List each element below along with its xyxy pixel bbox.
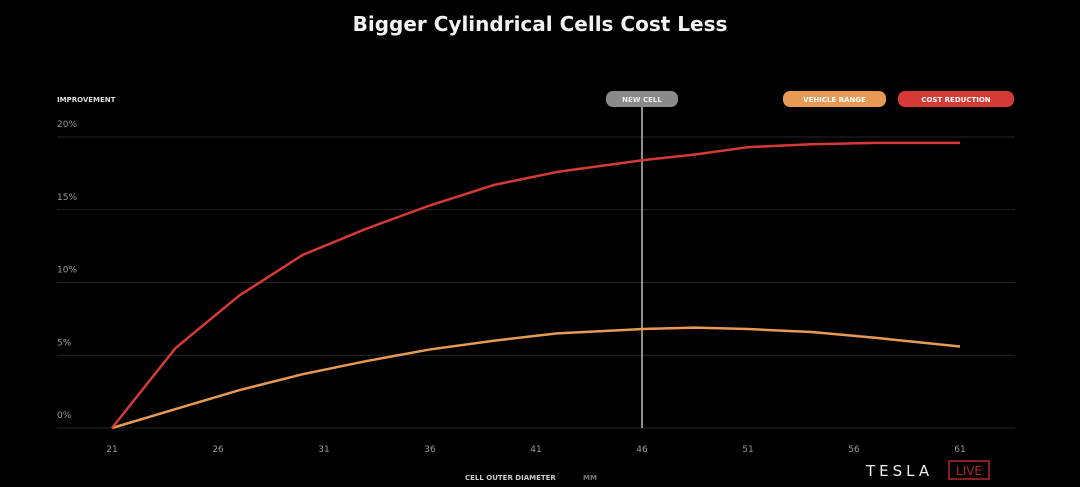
legend-label: VEHICLE RANGE bbox=[803, 96, 866, 104]
live-badge: LIVE bbox=[956, 464, 982, 478]
y-tick-label: 5% bbox=[57, 338, 72, 348]
x-tick-label: 21 bbox=[106, 445, 117, 455]
new-cell-label: NEW CELL bbox=[622, 96, 662, 104]
x-tick-label: 46 bbox=[636, 445, 648, 455]
x-tick-label: 26 bbox=[212, 445, 224, 455]
tesla-logo: TESLA bbox=[865, 462, 933, 480]
live-badge-border bbox=[948, 460, 990, 480]
y-axis-label: IMPROVEMENT bbox=[57, 96, 116, 104]
y-tick-label: 15% bbox=[57, 193, 77, 203]
y-tick-label: 0% bbox=[57, 411, 72, 421]
legend-label: COST REDUCTION bbox=[921, 96, 990, 104]
x-axis-label: CELL OUTER DIAMETER bbox=[465, 474, 556, 482]
x-tick-label: 56 bbox=[848, 445, 860, 455]
x-tick-label: 61 bbox=[954, 445, 965, 455]
chart-title: Bigger Cylindrical Cells Cost Less bbox=[352, 12, 728, 36]
x-tick-label: 31 bbox=[318, 445, 329, 455]
y-tick-label: 10% bbox=[57, 266, 77, 276]
legend-badge bbox=[898, 91, 1014, 107]
series-line-vehicle-range bbox=[111, 326, 961, 430]
x-tick-label: 36 bbox=[424, 445, 436, 455]
x-axis-unit: MM bbox=[583, 474, 597, 482]
x-tick-label: 51 bbox=[742, 445, 753, 455]
new-cell-badge bbox=[606, 91, 678, 107]
series-line-cost-reduction bbox=[111, 141, 960, 429]
y-tick-label: 20% bbox=[57, 120, 77, 130]
legend-badge bbox=[783, 91, 886, 107]
x-tick-label: 41 bbox=[530, 445, 541, 455]
